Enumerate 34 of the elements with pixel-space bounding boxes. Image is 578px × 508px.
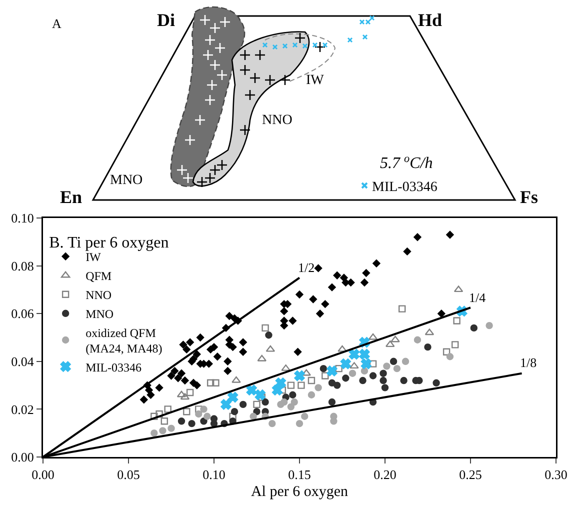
legend-label: MNO xyxy=(86,307,114,322)
text: 5.7 $^{o}$C/h xyxy=(380,153,433,172)
text: IW xyxy=(306,73,325,88)
legend-label: NNO xyxy=(86,288,112,302)
y-tick-label: 0.06 xyxy=(11,306,34,322)
x-tick-label: 0.30 xyxy=(544,467,568,482)
legend-label: oxidized QFM (MA24, MA48) xyxy=(86,326,162,356)
y-tick-label: 0.10 xyxy=(11,210,34,226)
x-tick-label: 0.20 xyxy=(374,467,396,482)
x-tick-label: 0.10 xyxy=(202,467,226,482)
text: Fs xyxy=(520,187,538,207)
annotation: 1/4 xyxy=(469,290,486,305)
text: MNO xyxy=(110,173,143,188)
x-tick-label: 0.00 xyxy=(32,467,54,482)
annotation: 1/2 xyxy=(298,260,315,275)
x-tick-label: 0.15 xyxy=(288,467,311,482)
legend-label: QFM xyxy=(86,269,112,284)
text: En xyxy=(60,187,82,207)
y-tick-label: 0.02 xyxy=(11,402,34,417)
text: B. Ti per 6 oxygen xyxy=(49,234,169,252)
y-tick-label: 0.00 xyxy=(11,450,34,465)
text: A xyxy=(52,16,62,31)
x-tick-label: 0.25 xyxy=(459,467,482,482)
x-tick-label: 0.05 xyxy=(117,467,140,482)
legend-label: IW xyxy=(86,250,102,264)
y-tick-label: 0.04 xyxy=(11,354,34,369)
legend-label: MIL-03346 xyxy=(86,360,142,374)
text: NNO xyxy=(262,113,292,128)
text: Di xyxy=(157,10,175,30)
x-axis-title: Al per 6 oxygen xyxy=(250,484,349,500)
annotation: 1/8 xyxy=(520,355,537,370)
text: Hd xyxy=(418,10,442,30)
y-tick-label: 0.08 xyxy=(11,258,34,274)
text: MIL-03346 xyxy=(372,180,438,195)
